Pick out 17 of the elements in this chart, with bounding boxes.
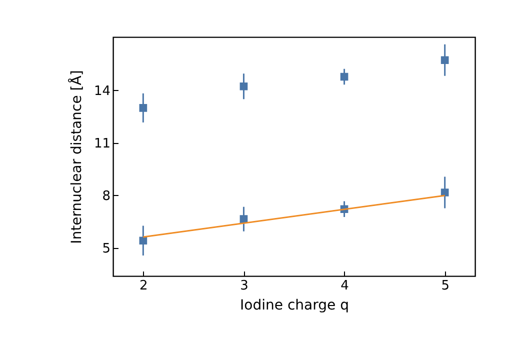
x-tick-label: 2: [140, 278, 148, 294]
y-axis-title: Internuclear distance [Å]: [68, 70, 85, 244]
point: [139, 236, 148, 245]
y-tick-label: 14: [94, 84, 110, 99]
x-tick-label: 5: [441, 278, 450, 294]
point: [440, 56, 449, 64]
y-tick-label: 11: [94, 136, 110, 152]
x-axis-title: Iodine charge q: [240, 298, 349, 314]
x-tick-label: 4: [340, 278, 349, 294]
point: [340, 72, 348, 81]
x-tick-label: 3: [240, 278, 248, 294]
y-tick-label: 8: [102, 188, 110, 204]
y-tick-label: 5: [102, 241, 110, 256]
point: [240, 82, 248, 90]
point: [440, 188, 449, 196]
point: [240, 215, 248, 224]
point: [139, 104, 148, 112]
